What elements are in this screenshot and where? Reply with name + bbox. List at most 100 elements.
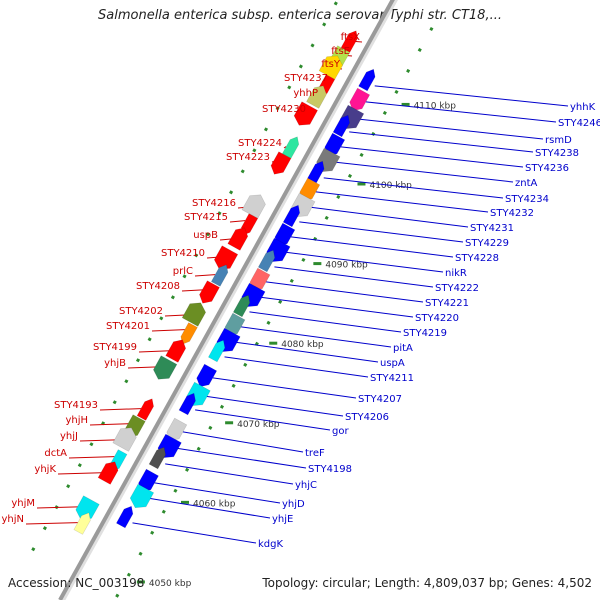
left-gene-label[interactable]: STY4237 xyxy=(284,73,328,84)
gene-sty4199[interactable] xyxy=(165,339,187,363)
right-gene-label[interactable]: yhjD xyxy=(282,499,305,510)
left-gene-label[interactable]: yhjN xyxy=(1,514,24,525)
left-gene-label[interactable]: dctA xyxy=(44,448,67,459)
left-gene-label[interactable]: STY4223 xyxy=(226,152,270,163)
right-gene-label[interactable]: yhhK xyxy=(570,102,596,113)
right-gene-label[interactable]: yhjE xyxy=(272,514,293,525)
right-gene-label[interactable]: STY4231 xyxy=(470,223,514,234)
gene-yhhp[interactable] xyxy=(306,85,327,109)
right-gene-label[interactable]: STY4246 xyxy=(558,118,600,129)
right-gene-label[interactable]: STY4221 xyxy=(425,298,469,309)
right-gene-label[interactable]: uspA xyxy=(380,358,405,369)
left-gene-label[interactable]: ftsX xyxy=(341,32,360,43)
left-gene-label[interactable]: STY4216 xyxy=(192,198,236,209)
right-leader-line xyxy=(315,191,489,213)
left-leader-line xyxy=(151,329,185,332)
left-gene-label[interactable]: ftsE xyxy=(331,46,350,57)
left-gene-label[interactable]: STY4208 xyxy=(136,281,180,292)
left-gene-label[interactable]: ftsY xyxy=(321,59,340,70)
gene-gor[interactable] xyxy=(178,392,196,416)
left-gene-label[interactable]: STY4201 xyxy=(106,321,150,332)
gene-kdgk[interactable] xyxy=(115,505,134,529)
gene-sty4208[interactable] xyxy=(199,280,220,304)
right-gene-label[interactable]: STY4229 xyxy=(465,238,509,249)
right-gene-label[interactable]: STY4207 xyxy=(358,394,402,405)
left-gene-label[interactable]: uspB xyxy=(193,230,218,241)
gene-yhjn[interactable] xyxy=(73,512,91,535)
left-gene-label[interactable]: yhjH xyxy=(65,415,88,426)
left-leader-line xyxy=(25,522,78,525)
right-gene-label[interactable]: nikR xyxy=(445,268,467,279)
gene-sty4223[interactable] xyxy=(270,151,292,175)
right-gene-label[interactable]: kdgK xyxy=(258,539,283,550)
left-gene-label[interactable]: STY4199 xyxy=(93,342,137,353)
right-gene-label[interactable]: STY4219 xyxy=(403,328,447,339)
right-gene-label[interactable]: zntA xyxy=(515,178,538,189)
gene-sty4202[interactable] xyxy=(181,302,207,327)
gene-sty4211[interactable] xyxy=(207,339,226,363)
flank-tick xyxy=(263,127,269,132)
gene-sty4207[interactable] xyxy=(196,363,218,388)
left-gene-label[interactable]: yhhP xyxy=(293,88,318,99)
right-gene-label[interactable]: STY4236 xyxy=(525,163,569,174)
left-gene-label[interactable]: yhjJ xyxy=(60,431,78,442)
flank-tick xyxy=(287,85,292,90)
right-gene-label[interactable]: STY4222 xyxy=(435,283,479,294)
gene-yhjk[interactable] xyxy=(97,461,119,485)
right-gene-label[interactable]: STY4232 xyxy=(490,208,534,219)
gene-sty4216[interactable] xyxy=(241,194,266,219)
right-gene-label[interactable]: rsmD xyxy=(545,135,572,146)
right-gene-label[interactable]: STY4211 xyxy=(370,373,414,384)
left-gene-label[interactable]: yhjB xyxy=(104,358,126,369)
flank-tick xyxy=(336,194,341,199)
flank-tick xyxy=(126,572,131,577)
left-gene-label[interactable]: STY4230 xyxy=(262,104,306,115)
left-gene-label[interactable]: STY4215 xyxy=(184,212,228,223)
left-gene-label[interactable]: STY4210 xyxy=(161,248,205,259)
gene-yhjc[interactable] xyxy=(148,446,166,470)
flank-tick xyxy=(417,47,422,53)
right-gene-label[interactable]: pitA xyxy=(393,343,413,354)
gene-ftsy[interactable] xyxy=(318,55,343,80)
gene-yhje[interactable] xyxy=(129,483,155,509)
right-gene-label[interactable]: STY4198 xyxy=(308,464,352,475)
gene-sty4229[interactable] xyxy=(282,204,301,228)
left-gene-label[interactable]: yhjM xyxy=(11,498,35,509)
left-gene-label[interactable]: STY4193 xyxy=(54,400,98,411)
right-gene-label[interactable]: STY4220 xyxy=(415,313,459,324)
gene-yhjj[interactable] xyxy=(112,427,137,452)
right-gene-label[interactable]: STY4234 xyxy=(505,194,549,205)
right-gene-label[interactable]: STY4206 xyxy=(345,412,389,423)
gene-sty4222[interactable] xyxy=(257,249,276,273)
right-gene-label[interactable]: yhjC xyxy=(295,480,317,491)
left-gene-label[interactable]: yhjK xyxy=(34,464,56,475)
flank-tick xyxy=(66,484,71,489)
gene-sty4201[interactable] xyxy=(180,322,198,345)
gene-sty4246[interactable] xyxy=(349,87,371,112)
left-gene-label[interactable]: STY4224 xyxy=(238,138,282,149)
right-gene-label[interactable]: STY4238 xyxy=(535,148,579,159)
gene-uspb[interactable] xyxy=(227,227,249,251)
gene-sty4238[interactable] xyxy=(332,114,350,138)
left-gene-label[interactable]: prlC xyxy=(173,266,193,277)
flank-tick xyxy=(322,22,327,27)
flank-tick xyxy=(394,89,399,94)
right-gene-label[interactable]: gor xyxy=(332,426,349,437)
gene-ftsx[interactable] xyxy=(340,30,358,53)
gene-sty4219[interactable] xyxy=(232,294,251,318)
flank-tick xyxy=(31,547,36,552)
right-leader-line xyxy=(257,296,414,318)
gene-sty4224[interactable] xyxy=(281,136,300,159)
gene-sty4230[interactable] xyxy=(293,101,319,126)
gene-yhhk[interactable] xyxy=(358,68,376,92)
left-gene-label[interactable]: STY4202 xyxy=(119,306,163,317)
gene-yhjb[interactable] xyxy=(153,355,178,380)
right-gene-label[interactable]: STY4228 xyxy=(455,253,499,264)
right-gene-label[interactable]: treF xyxy=(305,448,325,459)
gene-prlc[interactable] xyxy=(210,264,229,287)
flank-tick xyxy=(112,400,117,405)
gene-sty4234[interactable] xyxy=(307,160,325,184)
flank-tick xyxy=(89,442,94,447)
gene-sty4193[interactable] xyxy=(136,398,154,421)
